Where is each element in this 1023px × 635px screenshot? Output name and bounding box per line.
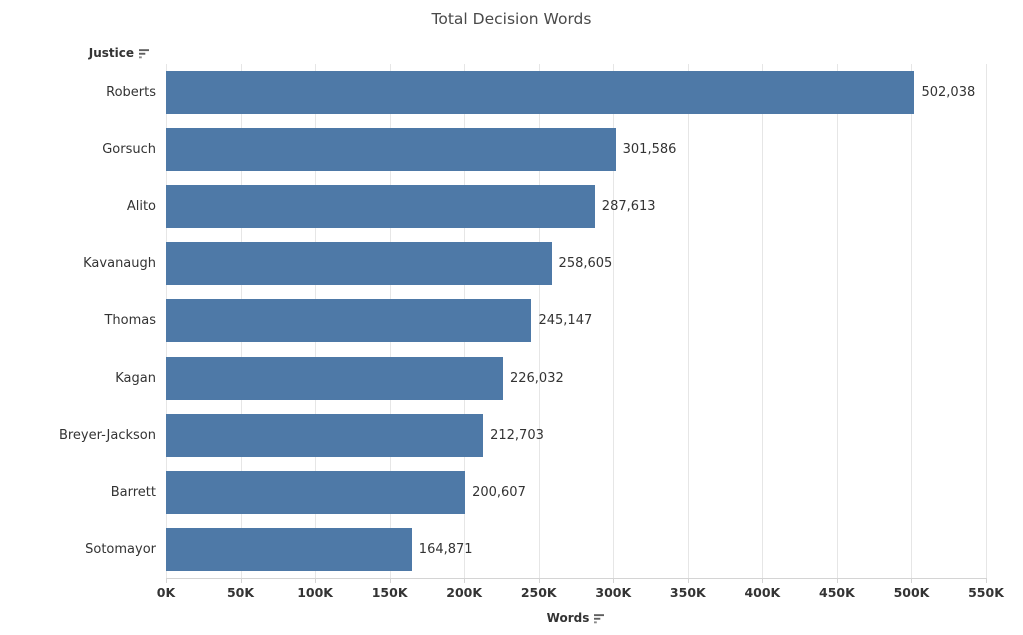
x-tick-label: 50K [226, 585, 255, 600]
bar-row: 212,703 [166, 407, 986, 464]
bar-sotomayor[interactable] [166, 527, 412, 571]
x-tick-label: 500K [893, 585, 930, 600]
axis-tick [986, 578, 987, 583]
bar-row: 226,032 [166, 350, 986, 407]
axis-tick [613, 578, 615, 583]
value-label: 164,871 [418, 541, 473, 557]
bar-row: 164,871 [166, 521, 986, 578]
gridline [836, 64, 838, 578]
category-label-gorsuch[interactable]: Gorsuch [102, 142, 156, 158]
bar-row: 245,147 [166, 292, 986, 349]
axis-tick [538, 578, 540, 583]
bar-barrett[interactable] [166, 470, 466, 514]
bar-alito[interactable] [166, 185, 595, 229]
value-label: 226,032 [509, 370, 564, 386]
bar-gorsuch[interactable] [166, 128, 616, 172]
bar-breyer-jackson[interactable] [166, 413, 484, 457]
x-tick-label: 150K [371, 585, 408, 600]
axis-tick [166, 578, 167, 583]
x-tick-label: 550K [968, 585, 1004, 600]
bar-kavanaugh[interactable] [166, 242, 552, 286]
gridline [538, 64, 540, 578]
row-header-justice[interactable]: Justice [0, 44, 166, 62]
value-label: 200,607 [472, 484, 526, 500]
x-axis-line [166, 578, 986, 579]
gridline [911, 64, 913, 578]
axis-tick [315, 578, 317, 583]
bar-row: 200,607 [166, 464, 986, 521]
x-axis-title[interactable]: Words [166, 611, 986, 625]
bar-row: 502,038 [166, 64, 986, 121]
category-axis: Roberts Gorsuch Alito Kavanaugh Thomas Kagan B… [0, 64, 166, 578]
category-label-breyer-jackson[interactable]: Breyer-Jackson [58, 427, 156, 443]
category-label-thomas[interactable]: Thomas [104, 313, 156, 329]
category-label-kagan[interactable]: Kagan [115, 370, 156, 386]
category-label-sotomayor[interactable]: Sotomayor [85, 541, 156, 557]
gridline [762, 64, 764, 578]
axis-tick [911, 578, 913, 583]
axis-tick [389, 578, 391, 583]
x-tick-label: 100K [297, 585, 333, 600]
category-label-roberts[interactable]: Roberts [106, 85, 156, 100]
bar-row: 287,613 [166, 178, 986, 235]
axis-tick [836, 578, 838, 583]
bar-roberts[interactable] [166, 71, 915, 114]
x-tick-label: 450K [819, 585, 855, 600]
axis-tick [464, 578, 466, 583]
x-tick-label: 200K [446, 585, 483, 600]
gridline [687, 64, 689, 578]
value-label: 301,586 [622, 142, 677, 158]
sort-descending-icon[interactable] [139, 48, 150, 59]
gridline [986, 64, 987, 578]
sort-descending-icon[interactable] [594, 613, 605, 624]
bar-row: 301,586 [166, 121, 986, 178]
category-label-barrett[interactable]: Barrett [110, 484, 156, 500]
axis-tick [762, 578, 764, 583]
x-tick-label: 400K [744, 585, 781, 600]
x-tick-label: 0K [156, 585, 176, 600]
axis-tick [687, 578, 689, 583]
value-label: 502,038 [921, 85, 976, 100]
gridline [613, 64, 615, 578]
bar-kagan[interactable] [166, 356, 503, 400]
value-label: 287,613 [601, 199, 656, 215]
x-tick-label: 300K [595, 585, 632, 600]
plot-area: 502,038 301,586 287,613 258,605 245,147 226,0… [166, 64, 987, 578]
chart-title: Total Decision Words [431, 10, 592, 28]
bar-row: 258,605 [166, 235, 986, 292]
category-label-alito[interactable]: Alito [126, 199, 156, 215]
value-label: 258,605 [558, 256, 613, 272]
value-label: 245,147 [538, 313, 593, 329]
value-label: 212,703 [490, 427, 544, 443]
x-tick-label: 250K [520, 585, 557, 600]
row-header-label: Justice [88, 46, 134, 60]
x-axis-title-label: Words [546, 611, 590, 625]
x-tick-label: 350K [669, 585, 706, 600]
bar-thomas[interactable] [166, 299, 532, 343]
axis-tick [240, 578, 242, 583]
category-label-kavanaugh[interactable]: Kavanaugh [83, 256, 156, 272]
